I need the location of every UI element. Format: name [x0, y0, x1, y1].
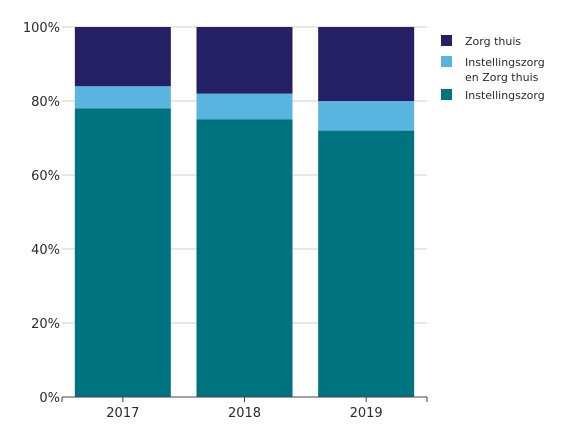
legend-item-zorg-thuis: Zorg thuis	[441, 35, 521, 48]
y-tick-label: 40%	[31, 243, 60, 258]
legend-swatch	[441, 89, 452, 100]
x-tick-label: 2018	[228, 406, 261, 421]
y-tick-label: 100%	[23, 21, 60, 36]
legend-swatch	[441, 35, 452, 46]
y-tick-label: 20%	[31, 317, 60, 332]
legend-item-instellingszorg-en-zorg-thuis: Instellingszorg en Zorg thuis	[441, 56, 545, 84]
bar-segment-instellingszorg-en-zorg-thuis-2018	[196, 93, 293, 120]
legend-item-instellingszorg: Instellingszorg	[441, 89, 545, 102]
y-tick-label: 80%	[31, 95, 60, 110]
legend-swatch	[441, 56, 452, 67]
legend-label: Zorg thuis	[465, 35, 521, 48]
y-tick-label: 0%	[39, 391, 60, 406]
bar-segment-instellingszorg-2019	[318, 130, 415, 397]
bar-segment-instellingszorg-2018	[196, 119, 293, 397]
bar-segment-instellingszorg-en-zorg-thuis-2017	[74, 86, 171, 109]
bar-segment-zorg-thuis-2018	[196, 27, 293, 94]
bar-segment-zorg-thuis-2019	[318, 27, 415, 101]
bar-segment-zorg-thuis-2017	[74, 27, 171, 87]
legend-label: en Zorg thuis	[465, 71, 539, 84]
x-axis-tick-labels: 2017 2018 2019	[106, 406, 382, 421]
y-tick-label: 60%	[31, 169, 60, 184]
x-tick-label: 2017	[106, 406, 139, 421]
bar-segment-instellingszorg-2017	[74, 108, 171, 398]
bars	[74, 27, 415, 398]
axes	[61, 396, 428, 402]
legend-label: Instellingszorg	[465, 56, 545, 69]
legend-label: Instellingszorg	[465, 89, 545, 102]
y-axis-tick-labels: 0% 20% 40% 60% 80% 100%	[23, 21, 60, 406]
x-tick-label: 2019	[350, 406, 383, 421]
bar-segment-instellingszorg-en-zorg-thuis-2019	[318, 101, 415, 131]
